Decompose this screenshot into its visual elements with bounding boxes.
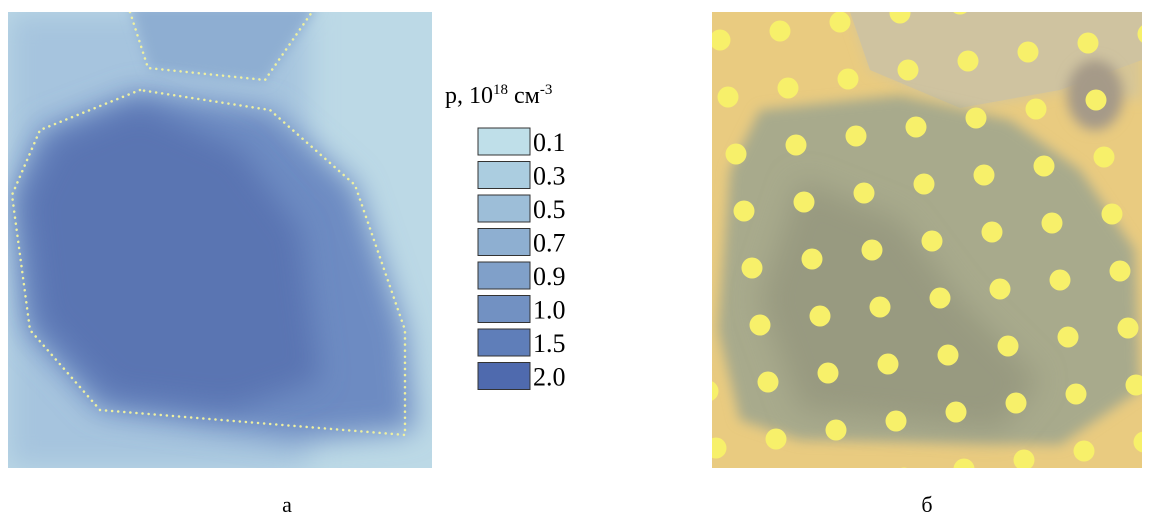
- legend-label: 0.3: [533, 162, 566, 191]
- contact-dot: [846, 126, 867, 147]
- legend-swatch: [478, 296, 530, 323]
- contact-dot: [766, 429, 787, 450]
- contact-dot: [854, 183, 875, 204]
- contact-dot: [826, 420, 847, 441]
- contact-dot: [894, 468, 915, 489]
- contact-dot: [658, 96, 679, 117]
- contact-dot: [1018, 42, 1039, 63]
- contact-dot: [862, 240, 883, 261]
- contact-dot: [710, 30, 731, 51]
- contact-dot: [1014, 450, 1035, 471]
- caption: б: [921, 492, 932, 517]
- contact-dot: [1050, 270, 1071, 291]
- micrograph: [642, 0, 1153, 516]
- legend-label: 2.0: [533, 363, 566, 392]
- contact-dot: [838, 69, 859, 90]
- title-text: см: [508, 83, 540, 109]
- contact-dot: [794, 192, 815, 213]
- contact-dot: [1074, 441, 1095, 462]
- legend-label: 0.5: [533, 195, 566, 224]
- contact-dot: [698, 381, 719, 402]
- legend-swatch: [478, 363, 530, 390]
- contact-dot: [706, 438, 727, 459]
- title-superscript: -3: [540, 82, 553, 98]
- contact-dot: [922, 231, 943, 252]
- contact-dot: [886, 411, 907, 432]
- legend-swatch: [478, 329, 530, 356]
- legend-label: 0.1: [533, 128, 566, 157]
- contact-dot: [974, 165, 995, 186]
- contact-dot: [818, 363, 839, 384]
- contact-dot: [666, 153, 687, 174]
- legend-swatch: [478, 229, 530, 256]
- contact-dot: [750, 315, 771, 336]
- contact-dot: [810, 306, 831, 327]
- contact-dot: [1026, 99, 1047, 120]
- contact-dot: [1118, 318, 1139, 339]
- contact-dot: [906, 117, 927, 138]
- legend-label: 1.0: [533, 296, 566, 325]
- contact-dot: [982, 222, 1003, 243]
- caption: а: [282, 492, 292, 517]
- contact-dot: [742, 258, 763, 279]
- contact-dot: [778, 78, 799, 99]
- legend-title: p, 1018 см-3: [445, 82, 552, 109]
- contact-dot: [734, 201, 755, 222]
- contact-dot: [1110, 261, 1131, 282]
- title-text: p, 10: [445, 83, 493, 109]
- contact-dot: [1058, 327, 1079, 348]
- contact-dot: [1126, 375, 1147, 396]
- contact-dot: [958, 51, 979, 72]
- contact-dot: [1042, 213, 1063, 234]
- contact-dot: [1146, 81, 1153, 102]
- contact-dot: [786, 135, 807, 156]
- legend-swatch: [478, 128, 530, 155]
- contact-dot: [830, 12, 851, 33]
- contact-dot: [954, 459, 975, 480]
- contact-dot: [674, 210, 695, 231]
- contact-dot: [682, 267, 703, 288]
- contact-dot: [966, 108, 987, 129]
- contact-dot: [690, 324, 711, 345]
- contact-dot: [930, 288, 951, 309]
- contact-dot: [1102, 204, 1123, 225]
- contact-dot: [870, 297, 891, 318]
- contact-dot: [718, 87, 739, 108]
- contact-dot: [946, 402, 967, 423]
- contact-dot: [1034, 156, 1055, 177]
- legend-label: 0.7: [533, 229, 566, 258]
- legend: 0.1 0.3 0.5 0.7 0.9 1.0 1.5 2.0: [478, 128, 566, 392]
- contact-dot: [758, 372, 779, 393]
- contact-dot: [990, 279, 1011, 300]
- title-superscript: 18: [493, 82, 508, 98]
- contact-dot: [1010, 0, 1031, 6]
- contact-dot: [726, 144, 747, 165]
- contact-dot: [878, 354, 899, 375]
- legend-swatch: [478, 262, 530, 289]
- contact-dot: [1094, 147, 1115, 168]
- contact-dot: [774, 486, 795, 507]
- contact-dot: [1078, 33, 1099, 54]
- legend-swatch: [478, 162, 530, 189]
- legend-swatch: [478, 195, 530, 222]
- contact-dot: [898, 60, 919, 81]
- figure: p, 1018 см-3 0.10.30.50.70.91.01.52.0 а …: [0, 0, 1153, 518]
- contact-dot: [1006, 393, 1027, 414]
- contact-dot: [714, 495, 735, 516]
- contact-dot: [642, 0, 663, 3]
- contact-dot: [998, 336, 1019, 357]
- contact-dot: [914, 174, 935, 195]
- concentration-map: [8, 5, 432, 468]
- contact-dot: [802, 249, 823, 270]
- legend-label: 0.9: [533, 262, 566, 291]
- contact-dot: [834, 477, 855, 498]
- legend-label: 1.5: [533, 329, 566, 358]
- contact-dot: [938, 345, 959, 366]
- contact-dot: [1086, 90, 1107, 111]
- contact-dot: [770, 21, 791, 42]
- contact-dot: [890, 3, 911, 24]
- contact-dot: [1066, 384, 1087, 405]
- contact-dot: [650, 39, 671, 60]
